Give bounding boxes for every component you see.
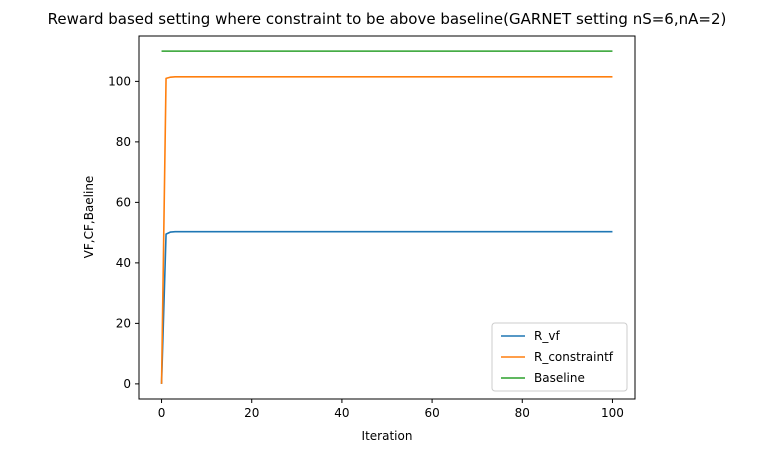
series-line-r-constraintf [160,76,613,384]
x-tick-label: 40 [334,406,349,420]
x-tick-label: 20 [244,406,259,420]
y-tick-label: 40 [116,256,131,270]
x-tick-label: 80 [515,406,530,420]
legend-label: R_vf [534,329,560,343]
x-axis-label: Iteration [362,429,413,443]
y-tick-label: 60 [116,195,131,209]
series-line-r-vf [160,230,613,384]
x-axis: 0 20 40 60 80 100 [158,399,624,420]
legend-box [491,322,628,392]
y-tick-label: 0 [123,377,131,391]
series-lines [160,50,613,384]
chart-title: Reward based setting where constraint to… [48,10,727,28]
x-tick-label: 60 [424,406,439,420]
y-axis-label: VF,CF,Baeline [82,176,96,259]
y-tick-label: 80 [116,135,131,149]
y-tick-label: 100 [108,74,131,88]
legend-label: R_constraintf [534,350,614,364]
y-tick-label: 20 [116,316,131,330]
x-tick-label: 100 [601,406,624,420]
x-tick-label: 0 [158,406,166,420]
y-axis: 0 20 40 60 80 100 [108,74,139,391]
legend-label: Baseline [534,371,585,385]
legend: R_vf R_constraintf Baseline [491,322,628,392]
plot-area-frame [138,35,636,400]
